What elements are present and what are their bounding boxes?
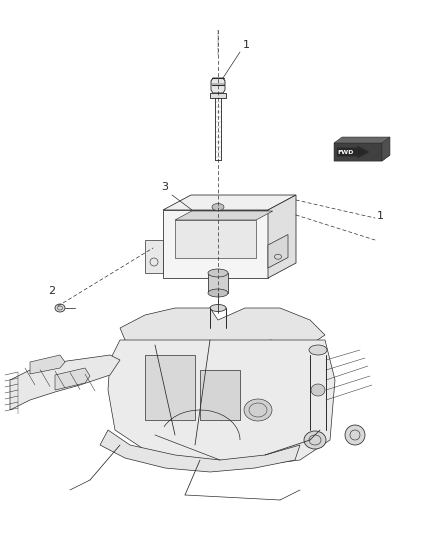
Ellipse shape xyxy=(212,204,224,211)
Polygon shape xyxy=(120,308,325,350)
Ellipse shape xyxy=(210,325,226,332)
Polygon shape xyxy=(145,355,195,420)
Ellipse shape xyxy=(309,345,327,355)
Polygon shape xyxy=(108,340,335,465)
Polygon shape xyxy=(382,137,390,161)
Polygon shape xyxy=(163,210,268,278)
Text: 2: 2 xyxy=(49,286,56,296)
Polygon shape xyxy=(175,220,256,258)
Polygon shape xyxy=(334,143,382,161)
Polygon shape xyxy=(163,195,296,210)
Polygon shape xyxy=(210,93,226,98)
Ellipse shape xyxy=(208,269,228,277)
Ellipse shape xyxy=(304,431,326,449)
Text: 1: 1 xyxy=(377,211,384,221)
Polygon shape xyxy=(100,430,300,472)
Ellipse shape xyxy=(210,304,226,311)
Text: FWD: FWD xyxy=(338,150,354,155)
Polygon shape xyxy=(268,235,288,268)
Ellipse shape xyxy=(55,304,65,312)
Ellipse shape xyxy=(213,305,223,311)
Ellipse shape xyxy=(208,289,228,297)
Polygon shape xyxy=(200,370,240,420)
Polygon shape xyxy=(208,273,228,293)
Polygon shape xyxy=(175,211,273,220)
Polygon shape xyxy=(334,155,390,161)
Polygon shape xyxy=(334,137,390,143)
Polygon shape xyxy=(211,78,225,93)
Text: 3: 3 xyxy=(161,182,168,192)
Ellipse shape xyxy=(345,425,365,445)
Ellipse shape xyxy=(311,384,325,396)
Text: 1: 1 xyxy=(243,40,250,50)
Polygon shape xyxy=(10,355,120,410)
Polygon shape xyxy=(268,195,296,278)
Polygon shape xyxy=(30,355,65,374)
Polygon shape xyxy=(145,240,163,273)
Ellipse shape xyxy=(244,399,272,421)
Polygon shape xyxy=(55,368,90,390)
Polygon shape xyxy=(337,146,369,158)
